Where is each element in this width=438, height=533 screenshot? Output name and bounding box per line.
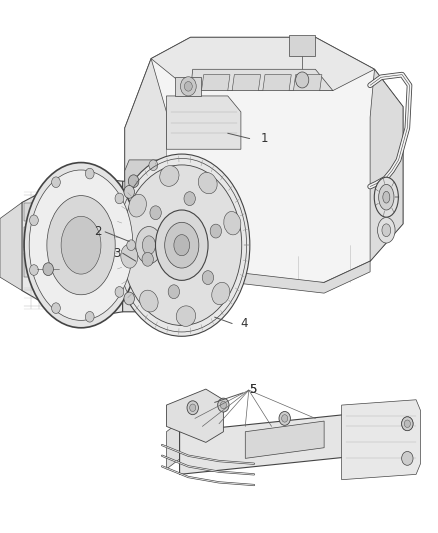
Circle shape: [29, 215, 38, 225]
Ellipse shape: [383, 191, 390, 203]
Circle shape: [149, 160, 158, 171]
Circle shape: [85, 311, 94, 322]
Polygon shape: [123, 181, 166, 312]
Circle shape: [149, 197, 158, 208]
Circle shape: [124, 185, 134, 198]
Polygon shape: [140, 261, 370, 293]
Ellipse shape: [142, 236, 155, 255]
Ellipse shape: [374, 177, 399, 217]
Ellipse shape: [212, 282, 230, 305]
Circle shape: [402, 417, 413, 431]
Text: 5: 5: [249, 383, 256, 395]
Text: 1: 1: [261, 132, 268, 145]
Polygon shape: [289, 35, 315, 56]
Text: 4: 4: [240, 317, 247, 330]
Polygon shape: [201, 75, 230, 91]
Polygon shape: [191, 69, 333, 91]
Ellipse shape: [136, 227, 162, 264]
Ellipse shape: [114, 154, 250, 336]
Circle shape: [115, 193, 124, 204]
Polygon shape: [24, 253, 55, 277]
Circle shape: [202, 271, 214, 285]
Circle shape: [155, 241, 165, 254]
Circle shape: [43, 263, 53, 276]
Polygon shape: [24, 227, 53, 248]
Circle shape: [210, 224, 222, 238]
Circle shape: [128, 175, 139, 188]
Polygon shape: [0, 203, 22, 290]
Ellipse shape: [176, 306, 196, 326]
Circle shape: [279, 411, 290, 425]
Ellipse shape: [61, 216, 101, 274]
Circle shape: [190, 404, 196, 411]
Circle shape: [296, 72, 309, 88]
Ellipse shape: [198, 173, 217, 194]
Circle shape: [184, 82, 192, 91]
Circle shape: [52, 177, 60, 188]
Circle shape: [180, 77, 196, 96]
Ellipse shape: [47, 196, 115, 295]
Polygon shape: [342, 400, 420, 480]
Ellipse shape: [378, 217, 395, 243]
Text: 2: 2: [94, 225, 102, 238]
Polygon shape: [166, 96, 241, 149]
Circle shape: [52, 303, 60, 313]
Polygon shape: [175, 77, 201, 96]
Circle shape: [220, 401, 226, 409]
Circle shape: [142, 252, 153, 266]
Polygon shape: [24, 203, 50, 221]
Ellipse shape: [140, 290, 158, 312]
Circle shape: [402, 451, 413, 465]
Circle shape: [282, 415, 288, 422]
Ellipse shape: [122, 165, 242, 326]
Ellipse shape: [174, 235, 190, 256]
Polygon shape: [166, 389, 223, 442]
Polygon shape: [125, 59, 166, 261]
Polygon shape: [293, 75, 322, 91]
Circle shape: [29, 265, 38, 276]
Ellipse shape: [224, 212, 241, 235]
Ellipse shape: [160, 166, 179, 187]
Polygon shape: [232, 75, 261, 91]
Polygon shape: [263, 75, 291, 91]
Circle shape: [127, 240, 135, 251]
Ellipse shape: [121, 245, 138, 268]
Circle shape: [218, 398, 229, 412]
Polygon shape: [166, 405, 201, 469]
Ellipse shape: [165, 222, 199, 268]
Circle shape: [168, 285, 180, 298]
Polygon shape: [22, 176, 123, 320]
Text: 5: 5: [249, 383, 256, 395]
Text: 3: 3: [113, 247, 120, 260]
Circle shape: [149, 236, 158, 246]
Ellipse shape: [382, 224, 391, 237]
Circle shape: [404, 420, 410, 427]
Circle shape: [124, 292, 134, 305]
Polygon shape: [370, 69, 403, 261]
Circle shape: [115, 287, 124, 297]
Polygon shape: [180, 410, 416, 474]
Ellipse shape: [29, 170, 133, 320]
Polygon shape: [125, 160, 166, 197]
Polygon shape: [245, 421, 324, 458]
Circle shape: [150, 206, 161, 220]
Polygon shape: [125, 37, 403, 282]
Circle shape: [187, 401, 198, 415]
Ellipse shape: [24, 163, 138, 328]
Circle shape: [85, 168, 94, 179]
Ellipse shape: [129, 195, 146, 217]
Ellipse shape: [155, 210, 208, 280]
Ellipse shape: [378, 184, 394, 210]
Polygon shape: [151, 37, 374, 91]
Circle shape: [184, 192, 195, 206]
Circle shape: [402, 417, 413, 431]
